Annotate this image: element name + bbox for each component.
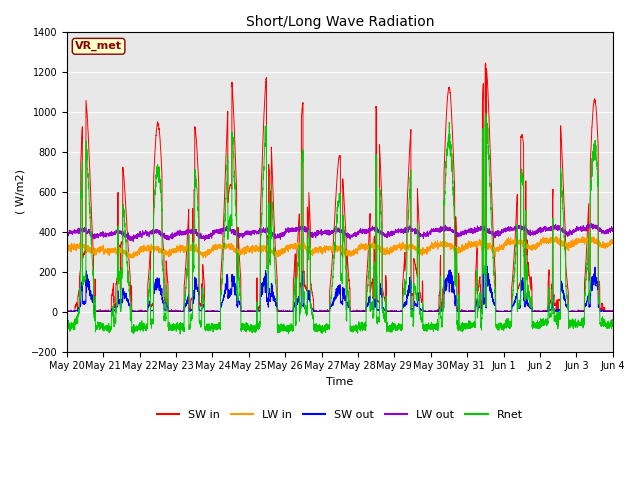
- LW in: [125, 255, 132, 261]
- Rnet: [176, 331, 184, 337]
- X-axis label: Time: Time: [326, 377, 353, 387]
- Line: Rnet: Rnet: [67, 113, 612, 334]
- Rnet: [462, 322, 470, 327]
- LW out: [588, 221, 595, 227]
- SW out: [319, 309, 327, 314]
- LW in: [161, 250, 169, 255]
- Legend: SW in, LW in, SW out, LW out, Rnet: SW in, LW in, SW out, LW out, Rnet: [152, 405, 527, 424]
- Text: VR_met: VR_met: [75, 41, 122, 51]
- LW out: [63, 228, 71, 233]
- SW out: [462, 309, 470, 314]
- SW out: [609, 309, 616, 314]
- SW in: [319, 309, 327, 314]
- LW in: [609, 237, 616, 243]
- SW out: [493, 309, 501, 314]
- LW out: [462, 229, 470, 235]
- Rnet: [481, 110, 489, 116]
- Rnet: [63, 328, 71, 334]
- LW out: [432, 228, 440, 234]
- Rnet: [493, 324, 501, 329]
- SW out: [63, 309, 71, 314]
- Line: LW out: LW out: [67, 224, 612, 241]
- Y-axis label: ( W/m2): ( W/m2): [15, 169, 25, 214]
- SW out: [161, 307, 169, 313]
- LW in: [493, 246, 501, 252]
- LW in: [63, 247, 71, 253]
- SW in: [63, 309, 71, 314]
- Line: SW in: SW in: [67, 63, 612, 312]
- SW out: [432, 309, 440, 314]
- Line: LW in: LW in: [67, 236, 612, 258]
- LW in: [586, 233, 593, 239]
- LW out: [493, 230, 501, 236]
- SW in: [462, 308, 470, 314]
- LW in: [609, 239, 616, 245]
- LW out: [161, 233, 169, 239]
- LW in: [432, 241, 440, 247]
- SW out: [609, 309, 616, 314]
- Rnet: [432, 322, 440, 328]
- SW in: [63, 309, 71, 314]
- SW out: [63, 309, 71, 314]
- SW in: [481, 60, 489, 66]
- SW in: [432, 309, 440, 314]
- SW in: [161, 298, 169, 304]
- Title: Short/Long Wave Radiation: Short/Long Wave Radiation: [246, 15, 434, 29]
- LW in: [319, 247, 327, 252]
- SW in: [609, 309, 616, 314]
- Rnet: [161, 311, 169, 316]
- LW out: [609, 227, 616, 232]
- Rnet: [609, 321, 616, 327]
- LW out: [129, 239, 137, 244]
- SW in: [609, 308, 616, 314]
- LW out: [319, 229, 327, 235]
- LW in: [462, 243, 470, 249]
- Line: SW out: SW out: [67, 265, 612, 312]
- LW out: [609, 228, 616, 234]
- Rnet: [319, 325, 327, 331]
- SW out: [481, 263, 489, 268]
- SW in: [493, 309, 501, 314]
- Rnet: [609, 316, 616, 322]
